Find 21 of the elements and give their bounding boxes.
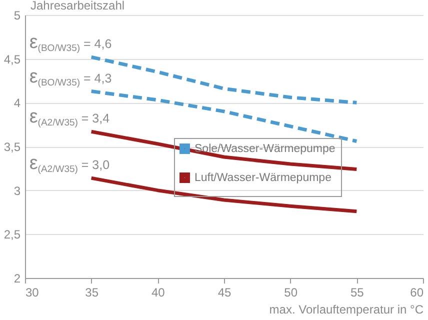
y-tick-label: 5 [14, 8, 21, 22]
y-axis-title: Jahresarbeitszahl [30, 0, 125, 12]
x-tick-label: 60 [410, 286, 424, 300]
legend-label: Sole/Wasser-Wärmepumpe [194, 142, 336, 155]
x-tick-label: 45 [218, 286, 232, 300]
x-tick-label: 30 [26, 286, 40, 300]
line-series [90, 90, 358, 143]
x-tick-label: 40 [151, 286, 166, 300]
y-tick-label: 3,5 [4, 140, 21, 154]
x-tick-label: 55 [350, 286, 364, 300]
x-axis-title: max. Vorlauftemperatur in °C [269, 302, 424, 316]
y-tick-label: 2,5 [4, 228, 21, 242]
y-tick-label: 4 [14, 96, 21, 110]
y-tick-label: 4,5 [4, 52, 21, 66]
x-tick-label: 35 [85, 286, 99, 300]
legend-label: Luft/Wasser-Wärmepumpe [194, 172, 332, 184]
y-tick-label: 3 [14, 184, 21, 198]
x-tick-label: 50 [284, 286, 298, 300]
y-tick-label: 2 [14, 272, 21, 286]
line-series [90, 55, 358, 104]
line-series [90, 130, 358, 172]
